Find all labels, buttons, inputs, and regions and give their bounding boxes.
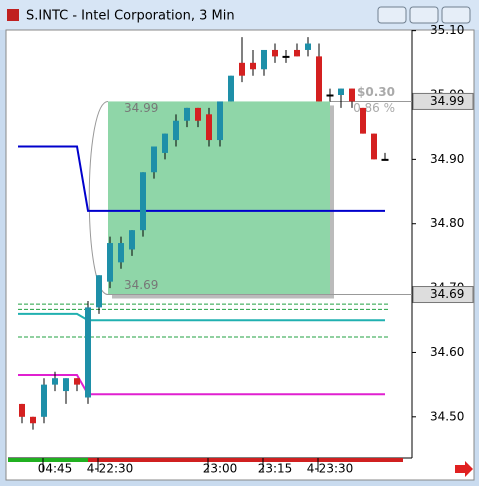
maximize-button[interactable] <box>409 6 439 24</box>
measure-percent: 0.86 % <box>353 101 395 115</box>
candle-body <box>239 62 245 76</box>
candle-body <box>151 146 157 173</box>
window-title: S.INTC - Intel Corporation, 3 Min <box>26 9 235 24</box>
candle-body <box>140 172 146 231</box>
candle-body <box>52 378 58 385</box>
candle-body <box>30 416 36 424</box>
y-tick-label: 34.50 <box>430 409 464 423</box>
minimize-button[interactable] <box>377 6 407 24</box>
candle-body <box>338 88 344 96</box>
candle-body <box>349 88 355 102</box>
candle-body <box>272 49 278 57</box>
candle-body <box>305 43 311 50</box>
candle-body <box>316 56 322 102</box>
candle-body <box>250 62 256 70</box>
measure-change: $0.30 <box>357 85 395 99</box>
candle-body <box>96 275 102 308</box>
scroll-bar-left[interactable] <box>8 458 88 462</box>
candle-body <box>217 101 223 141</box>
candle-body <box>63 378 69 392</box>
candle-body <box>118 243 124 263</box>
y-tick-label: 34.90 <box>430 152 464 166</box>
candle-body <box>41 384 47 417</box>
measure-high-label: 34.99 <box>124 101 158 115</box>
candle-body <box>282 55 290 58</box>
candle-body <box>206 114 212 141</box>
x-tick-label: 04:45 <box>38 462 73 476</box>
price-marker <box>412 92 474 110</box>
price-marker-label: 34.99 <box>430 94 464 108</box>
candle-body <box>74 378 80 385</box>
measure-low-label: 34.69 <box>124 278 158 292</box>
price-marker-label: 34.69 <box>430 287 464 301</box>
x-tick-label: 23:00 <box>203 462 238 476</box>
indicator-line <box>18 312 385 322</box>
candle-body <box>294 49 300 57</box>
y-tick-label: 34.60 <box>430 345 464 359</box>
candle-body <box>19 403 25 417</box>
scroll-bar-right[interactable] <box>88 458 403 462</box>
plot: 34.5034.6034.7034.8034.9035.0035.1004:45… <box>18 23 474 476</box>
indicator-line <box>18 145 385 212</box>
candle-body <box>129 230 135 250</box>
price-marker <box>412 286 474 304</box>
indicator-line <box>18 373 385 396</box>
x-tick-label: 23:15 <box>258 462 293 476</box>
candle-body <box>228 75 234 102</box>
y-tick-label: 35.10 <box>430 23 464 37</box>
close-button[interactable] <box>441 6 471 24</box>
x-tick-label: 4-22:30 <box>87 462 134 476</box>
y-tick-label: 34.80 <box>430 216 464 230</box>
candle-body <box>261 49 267 70</box>
candle-body <box>184 107 190 121</box>
candle-body <box>195 107 201 121</box>
candle-body <box>173 120 179 141</box>
candle-body <box>381 158 389 161</box>
candle-body <box>107 243 113 282</box>
candle-body <box>85 307 91 398</box>
candle-body <box>162 133 168 153</box>
x-tick-label: 4-23:30 <box>307 462 354 476</box>
candle-body <box>360 107 366 134</box>
app-icon <box>7 9 19 21</box>
candle-body <box>371 133 377 160</box>
candle-body <box>326 94 334 97</box>
scroll-arrow[interactable] <box>455 461 473 477</box>
